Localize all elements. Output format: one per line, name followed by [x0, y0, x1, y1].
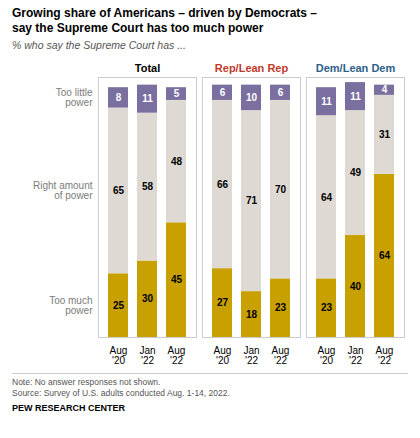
svg-text:64: 64: [379, 250, 391, 261]
svg-text:5: 5: [174, 88, 180, 99]
svg-text:8: 8: [116, 92, 122, 103]
svg-text:23: 23: [321, 302, 333, 313]
svg-text:Too muchpower: Too muchpower: [49, 295, 93, 316]
svg-text:27: 27: [217, 297, 229, 308]
svg-text:Jan'22: Jan'22: [347, 345, 363, 366]
svg-text:11: 11: [142, 93, 153, 104]
svg-text:30: 30: [142, 293, 154, 304]
svg-text:65: 65: [113, 185, 125, 196]
html-text:Note: No answer responses not: Note: No answer responses not shown.: [12, 377, 161, 387]
svg-text:18: 18: [246, 309, 258, 320]
svg-text:Jan'22: Jan'22: [243, 345, 259, 366]
svg-text:Total: Total: [135, 62, 160, 74]
svg-text:Aug'22: Aug'22: [376, 345, 394, 366]
svg-text:45: 45: [171, 274, 183, 285]
svg-text:23: 23: [275, 302, 287, 313]
svg-text:Aug'20: Aug'20: [110, 345, 128, 366]
svg-text:11: 11: [321, 96, 332, 107]
svg-text:Aug'22: Aug'22: [168, 345, 186, 366]
svg-text:4: 4: [382, 84, 388, 95]
html-text:Source: Survey of U.S. adults: Source: Survey of U.S. adults conducted …: [12, 388, 230, 398]
svg-text:70: 70: [275, 184, 287, 195]
svg-text:31: 31: [379, 129, 391, 140]
svg-text:Aug'20: Aug'20: [318, 345, 336, 366]
svg-text:64: 64: [321, 192, 333, 203]
svg-text:11: 11: [350, 91, 361, 102]
svg-text:Right amountof power: Right amountof power: [33, 180, 93, 201]
svg-text:Too littlepower: Too littlepower: [56, 87, 93, 108]
svg-text:Aug'22: Aug'22: [272, 345, 290, 366]
svg-text:48: 48: [171, 156, 183, 167]
svg-text:10: 10: [246, 92, 258, 103]
svg-text:6: 6: [220, 87, 226, 98]
svg-text:66: 66: [217, 179, 229, 190]
svg-text:Jan'22: Jan'22: [139, 345, 155, 366]
html-text:% who say the Supreme Court ha: % who say the Supreme Court has ...: [12, 39, 186, 51]
svg-text:58: 58: [142, 181, 154, 192]
svg-text:Rep/Lean Rep: Rep/Lean Rep: [215, 62, 289, 74]
svg-text:Aug'20: Aug'20: [214, 345, 232, 366]
svg-text:71: 71: [246, 195, 258, 206]
html-text:PEW RESEARCH CENTER: PEW RESEARCH CENTER: [12, 403, 125, 413]
svg-text:Dem/Lean Dem: Dem/Lean Dem: [316, 62, 396, 74]
svg-text:40: 40: [350, 281, 362, 292]
svg-text:6: 6: [278, 87, 284, 98]
svg-text:25: 25: [113, 300, 125, 311]
svg-text:49: 49: [350, 167, 362, 178]
html-text:Growing share of Americans – d: Growing share of Americans – driven by D…: [12, 6, 317, 35]
